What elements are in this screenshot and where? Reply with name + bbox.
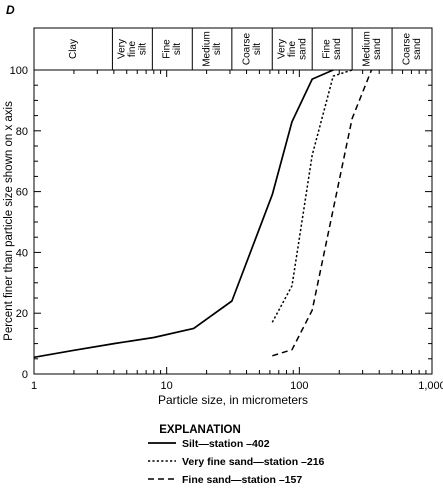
legend-label-2: Very fine sand—station –216 bbox=[182, 456, 325, 468]
size-class-label: sand bbox=[372, 38, 383, 60]
x-tick-label: 1 bbox=[31, 380, 37, 392]
y-tick-label: 40 bbox=[16, 247, 28, 259]
size-class-label: Medium bbox=[361, 31, 372, 67]
axis-ticks: 1 10 100 1,000 0 20 40 60 80 100 bbox=[10, 65, 443, 392]
series-line-1 bbox=[33, 69, 334, 359]
size-class-label: Coarse bbox=[401, 32, 412, 65]
panel-label: D bbox=[6, 3, 15, 17]
x-axis-label: Particle size, in micrometers bbox=[158, 393, 308, 407]
size-class-label: silt bbox=[138, 43, 149, 55]
size-class-label: Very bbox=[117, 39, 128, 59]
y-axis-label: Percent finer than particle size shown o… bbox=[3, 101, 15, 341]
series-line-3 bbox=[272, 69, 373, 357]
series-lines bbox=[33, 69, 373, 359]
size-class-label: Medium bbox=[201, 31, 212, 67]
x-tick-label: 1,000 bbox=[418, 380, 443, 392]
size-class-label: Clay bbox=[68, 39, 79, 59]
y-tick-label: 80 bbox=[16, 126, 28, 138]
legend-label-1: Silt—station –402 bbox=[182, 438, 270, 450]
size-class-label: Fine bbox=[322, 39, 333, 59]
header-border bbox=[33, 27, 433, 71]
size-class-label: silt bbox=[252, 43, 263, 55]
y-tick-label: 20 bbox=[16, 308, 28, 320]
x-tick-label: 100 bbox=[290, 380, 308, 392]
plot-border bbox=[33, 69, 433, 375]
size-class-label: Very bbox=[276, 39, 287, 59]
x-tick-label: 10 bbox=[161, 380, 173, 392]
y-tick-label: 100 bbox=[10, 65, 28, 77]
size-class-label: sand bbox=[412, 38, 423, 60]
legend-label-3: Fine sand—station –157 bbox=[182, 474, 302, 486]
size-class-label: sand bbox=[332, 38, 343, 60]
legend-title: EXPLANATION bbox=[159, 424, 241, 436]
legend: Silt—station –402 Very fine sand—station … bbox=[148, 438, 325, 486]
size-class-label: sand bbox=[297, 38, 308, 60]
size-class-label: silt bbox=[212, 43, 223, 55]
size-class-label: fine bbox=[127, 41, 138, 58]
y-tick-label: 0 bbox=[22, 369, 28, 381]
size-class-label: fine bbox=[287, 41, 298, 58]
size-class-label: Coarse bbox=[241, 32, 252, 65]
y-tick-label: 60 bbox=[16, 187, 28, 199]
size-class-header: Clay Very fine silt Fine silt Medium silt Coarse… bbox=[68, 28, 423, 70]
series-line-2 bbox=[271, 69, 353, 323]
size-class-label: silt bbox=[172, 43, 183, 55]
plot-frame bbox=[33, 27, 433, 375]
size-class-label: Fine bbox=[162, 39, 173, 59]
